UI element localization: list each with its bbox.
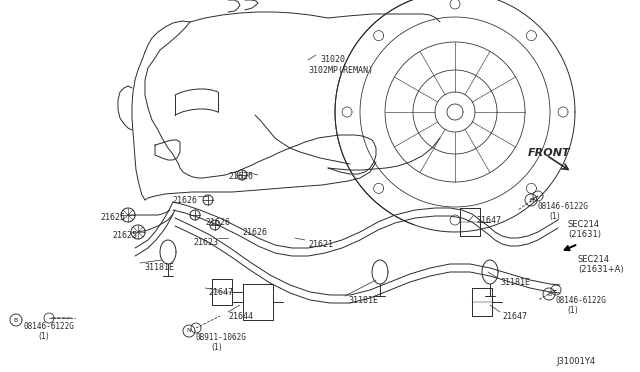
Text: 21621: 21621	[308, 240, 333, 249]
Text: 08146-6122G: 08146-6122G	[538, 202, 589, 211]
Text: B: B	[529, 198, 533, 202]
Text: (1): (1)	[38, 332, 49, 341]
Polygon shape	[525, 194, 537, 206]
Polygon shape	[210, 220, 220, 230]
Polygon shape	[190, 210, 200, 220]
Text: 21623: 21623	[193, 238, 218, 247]
Polygon shape	[191, 323, 201, 333]
Text: 21626: 21626	[242, 228, 267, 237]
Text: (1): (1)	[567, 306, 578, 315]
Polygon shape	[10, 314, 22, 326]
Text: (1): (1)	[211, 343, 221, 352]
Text: 31020: 31020	[320, 55, 345, 64]
Polygon shape	[121, 208, 135, 222]
Text: 08146-6122G: 08146-6122G	[23, 322, 74, 331]
Text: 31181E: 31181E	[144, 263, 174, 272]
Text: SEC214: SEC214	[568, 220, 600, 229]
Text: SEC214: SEC214	[578, 255, 610, 264]
Text: (21631+A): (21631+A)	[578, 265, 623, 274]
Polygon shape	[237, 170, 247, 180]
Text: 31181E: 31181E	[500, 278, 530, 287]
Polygon shape	[131, 225, 145, 239]
Text: 21626: 21626	[205, 218, 230, 227]
Text: 21644: 21644	[228, 312, 253, 321]
Text: (1): (1)	[549, 212, 560, 221]
Polygon shape	[44, 313, 54, 323]
Text: (21631): (21631)	[568, 230, 601, 239]
Polygon shape	[533, 191, 543, 201]
Text: 21625: 21625	[100, 213, 125, 222]
Text: 31181E: 31181E	[348, 296, 378, 305]
Text: 21626: 21626	[172, 196, 197, 205]
Text: 21647: 21647	[502, 312, 527, 321]
Text: N: N	[187, 328, 191, 334]
Polygon shape	[543, 288, 555, 300]
Text: B: B	[14, 317, 18, 323]
Text: B: B	[547, 292, 551, 296]
Text: 3102MP(REMAN): 3102MP(REMAN)	[308, 66, 373, 75]
Text: J31001Y4: J31001Y4	[556, 357, 595, 366]
Text: 21647: 21647	[476, 216, 501, 225]
Polygon shape	[551, 285, 561, 295]
Text: 21625: 21625	[112, 231, 137, 240]
Text: 0B911-1062G: 0B911-1062G	[196, 333, 247, 342]
Text: 21647: 21647	[208, 288, 233, 297]
Polygon shape	[203, 195, 213, 205]
Text: FRONT: FRONT	[528, 148, 571, 158]
Text: 21626: 21626	[228, 172, 253, 181]
Polygon shape	[183, 325, 195, 337]
Text: 08146-6122G: 08146-6122G	[556, 296, 607, 305]
